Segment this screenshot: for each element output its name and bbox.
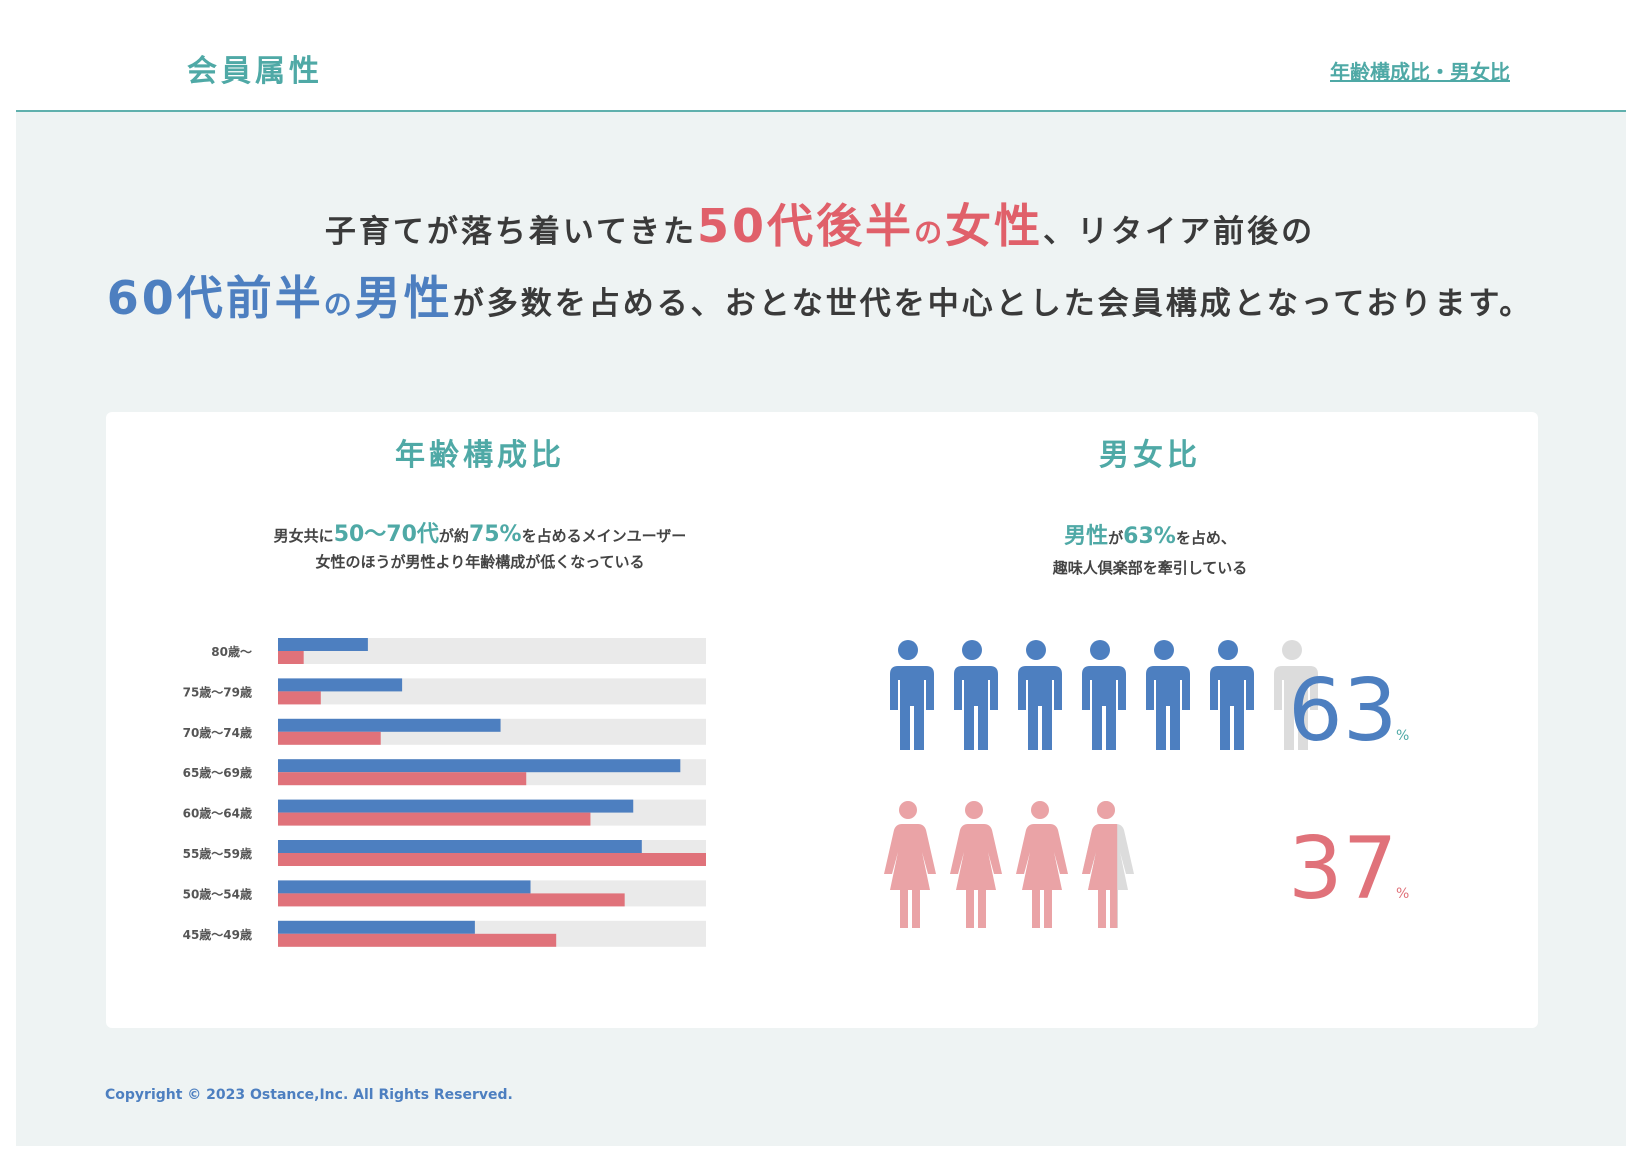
sub-emphasis: 50〜70代 bbox=[333, 522, 439, 547]
bar-male bbox=[278, 638, 368, 651]
category-label: 50歳〜54歳 bbox=[183, 886, 252, 901]
page-title: 会員属性 bbox=[187, 54, 323, 89]
header-breadcrumb-link[interactable]: 年齢構成比・男女比 bbox=[1330, 60, 1510, 84]
male-icon bbox=[890, 640, 934, 750]
bar-female bbox=[278, 853, 706, 866]
female-icon bbox=[884, 801, 936, 928]
bar-male bbox=[278, 759, 681, 773]
bar-female bbox=[278, 772, 527, 786]
category-label: 65歳〜69歳 bbox=[183, 765, 252, 780]
female-percent-unit: % bbox=[1396, 886, 1409, 902]
headline-text: 子育てが落ち着いてきた bbox=[324, 214, 698, 250]
sub-emphasis: 75% bbox=[468, 522, 522, 547]
male-percent-value: 63 bbox=[1288, 661, 1397, 761]
sub-text: を占め、 bbox=[1175, 529, 1236, 547]
sub-text: が bbox=[1108, 529, 1124, 547]
gender-section-subtitle-1: 男性が63%を占め、 bbox=[900, 518, 1400, 550]
bar-male bbox=[278, 880, 531, 894]
male-icon bbox=[1082, 640, 1126, 750]
bar-female bbox=[278, 812, 591, 826]
category-label: 55歳〜59歳 bbox=[183, 846, 252, 861]
bar-male bbox=[278, 920, 475, 934]
headline-emphasis: 60代前半 bbox=[106, 271, 324, 325]
age-bar-chart: 80歳〜 75歳〜79歳 70歳〜74歳 65歳〜69歳 60歳〜64歳 55歳〜59歳 5… bbox=[183, 638, 706, 947]
category-label: 80歳〜 bbox=[211, 644, 252, 659]
bar-male bbox=[278, 840, 642, 853]
male-icon bbox=[1274, 640, 1318, 750]
female-icon bbox=[950, 801, 1002, 928]
bar-female bbox=[278, 933, 557, 947]
header-divider bbox=[16, 110, 1626, 112]
male-icon bbox=[1146, 640, 1190, 750]
male-percent-unit: % bbox=[1396, 728, 1409, 744]
age-section-title: 年齢構成比 bbox=[395, 438, 565, 473]
copyright: Copyright © 2023 Ostance,Inc. All Rights… bbox=[105, 1087, 513, 1103]
category-label: 45歳〜49歳 bbox=[183, 927, 252, 942]
sub-text: が約 bbox=[438, 527, 469, 545]
headline-particle: の bbox=[323, 288, 355, 321]
sub-text: を占めるメインユーザー bbox=[521, 527, 687, 545]
sub-emphasis: 男性 bbox=[1064, 524, 1109, 549]
bar-male bbox=[278, 718, 501, 732]
headline-text: 、リタイア前後の bbox=[1043, 214, 1316, 250]
bar-male bbox=[278, 799, 634, 813]
gender-pictograph: 63%37% bbox=[884, 640, 1409, 928]
category-label: 70歳〜74歳 bbox=[183, 725, 252, 740]
male-icon bbox=[1018, 640, 1062, 750]
bar-female bbox=[278, 893, 625, 907]
bar-male bbox=[278, 678, 403, 692]
female-percent-value: 37 bbox=[1288, 819, 1397, 919]
category-label: 75歳〜79歳 bbox=[183, 684, 252, 699]
bar-female bbox=[278, 651, 304, 664]
headline-text: が多数を占める、おとな世代を中心とした会員構成となっております。 bbox=[452, 286, 1534, 322]
gender-section-title: 男女比 bbox=[1099, 438, 1201, 473]
age-section-subtitle-2: 女性のほうが男性より年齢構成が低くなっている bbox=[315, 553, 645, 571]
male-icon bbox=[954, 640, 998, 750]
headline-line-1: 子育てが落ち着いてきた50代後半の女性、リタイア前後の bbox=[0, 190, 1640, 256]
headline-line-2: 60代前半の男性が多数を占める、おとな世代を中心とした会員構成となっております。 bbox=[0, 262, 1640, 328]
gender-section-subtitle-2: 趣味人倶楽部を牽引している bbox=[1052, 559, 1248, 577]
sub-emphasis: 63% bbox=[1123, 524, 1176, 549]
age-section-subtitle-1: 男女共に50〜70代が約75%を占めるメインユーザー bbox=[180, 516, 780, 548]
bar-female bbox=[278, 731, 381, 745]
headline-emphasis: 50代後半 bbox=[697, 199, 915, 253]
headline-emphasis: 男性 bbox=[354, 271, 453, 325]
headline-emphasis: 女性 bbox=[945, 199, 1044, 253]
female-icon bbox=[1082, 801, 1134, 928]
female-icon bbox=[1016, 801, 1068, 928]
bar-female bbox=[278, 691, 321, 705]
male-icon bbox=[1210, 640, 1254, 750]
category-label: 60歳〜64歳 bbox=[183, 806, 252, 821]
sub-text: 男女共に bbox=[273, 527, 334, 545]
headline-particle: の bbox=[914, 216, 946, 249]
